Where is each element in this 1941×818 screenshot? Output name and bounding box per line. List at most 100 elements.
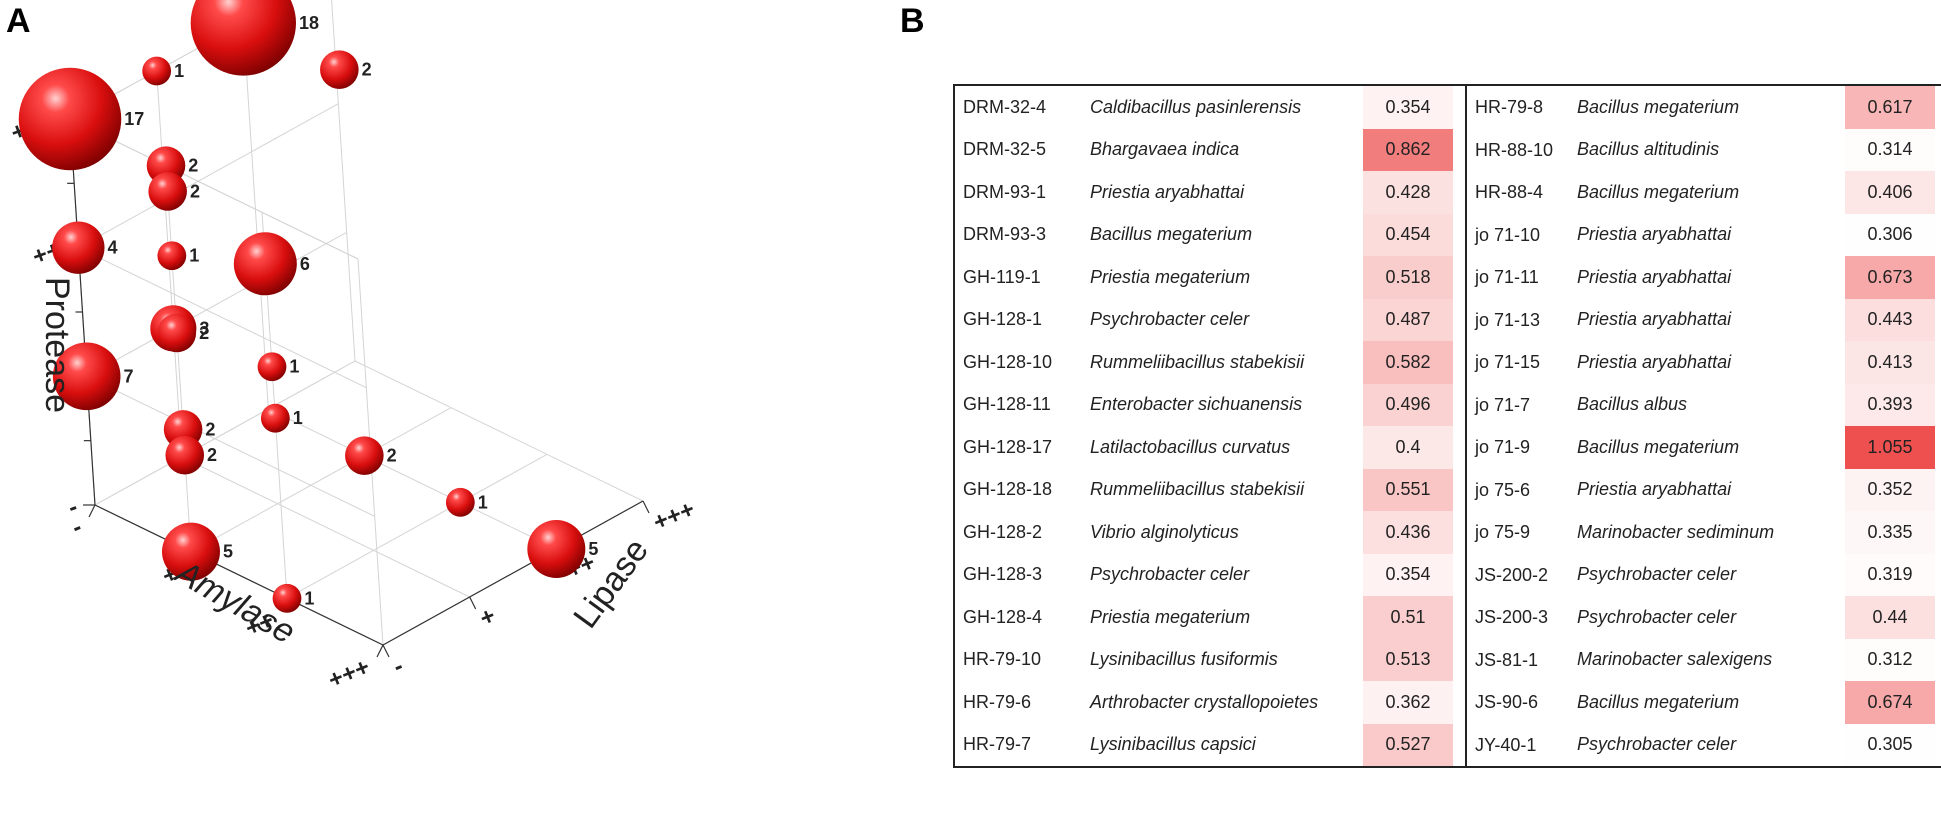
bubble-count-label: 1 — [293, 408, 303, 428]
box-edge — [69, 118, 359, 260]
table-row: DRM-93-3 Bacillus megaterium 0.454 — [955, 213, 1465, 256]
axis-line-lipase — [382, 500, 644, 646]
bubble-count-label: 2 — [199, 323, 209, 343]
bubble-count-label: 2 — [190, 181, 200, 201]
gridline — [78, 103, 339, 249]
species-cell: Bacillus albus — [1577, 394, 1688, 415]
bubble-point — [445, 487, 475, 517]
value-cell: 0.362 — [1363, 681, 1453, 724]
table-row: JS-200-2 Psychrobacter celer 0.319 — [1467, 553, 1941, 596]
isolate-id-cell: GH-128-11 — [963, 394, 1051, 415]
isolate-id-cell: jo 71-13 — [1475, 309, 1541, 330]
bubble-count-label: 4 — [108, 238, 118, 258]
isolate-id-cell: HR-79-8 — [1475, 97, 1544, 118]
species-cell: Priestia megaterium — [1090, 266, 1251, 287]
isolate-id-cell: HR-79-10 — [963, 649, 1042, 670]
isolate-id-cell: HR-79-6 — [963, 691, 1032, 712]
isolate-id-cell: DRM-32-4 — [963, 96, 1047, 117]
tick-mark — [642, 500, 650, 514]
species-cell: Priestia aryabhattai — [1577, 309, 1732, 330]
species-cell: Bacillus megaterium — [1090, 224, 1253, 245]
table-left-half: DRM-32-4 Caldibacillus pasinlerensis 0.354… — [955, 86, 1467, 766]
value-cell: 0.436 — [1363, 511, 1453, 554]
bubble-count-label: 2 — [205, 419, 215, 439]
bubble-point — [527, 520, 586, 578]
bubble-chart-3d: -++++++-++++++-++++++ 181776554322222221… — [7, 0, 699, 694]
panel-label-a: A — [6, 2, 31, 40]
isolate-id-cell: JS-200-2 — [1475, 564, 1549, 585]
bubble-count-label: 1 — [304, 588, 314, 608]
value-cell: 0.4 — [1363, 426, 1453, 469]
species-cell: Rummeliibacillus stabekisii — [1090, 479, 1305, 500]
isolate-id-cell: GH-128-2 — [963, 521, 1043, 542]
bubble-count-label: 5 — [223, 542, 233, 562]
species-cell: Marinobacter sediminum — [1577, 521, 1775, 542]
bubble-point — [190, 0, 296, 76]
isolate-id-cell: jo 71-10 — [1475, 224, 1541, 245]
value-cell: 0.513 — [1363, 638, 1453, 681]
species-cell: Priestia megaterium — [1090, 606, 1251, 627]
bubble-count-label: 18 — [299, 13, 319, 33]
axis-line-amylase — [94, 504, 384, 646]
species-cell: Bacillus megaterium — [1577, 691, 1740, 712]
bubble-count-label: 2 — [387, 446, 397, 466]
bubble-count-label: 1 — [478, 492, 488, 512]
value-cell: 0.314 — [1845, 128, 1935, 171]
bubble-point — [142, 56, 172, 86]
species-cell: Priestia aryabhattai — [1577, 479, 1732, 500]
panel-label-b: B — [900, 2, 925, 40]
bubble-point — [148, 172, 187, 211]
isolate-id-cell: jo 71-9 — [1475, 437, 1531, 458]
table-row: jo 71-13 Priestia aryabhattai 0.443 — [1467, 298, 1941, 341]
table-row: GH-128-18 Rummeliibacillus stabekisii 0.55… — [955, 468, 1465, 511]
value-cell: 0.44 — [1845, 596, 1935, 639]
table-row: jo 75-6 Priestia aryabhattai 0.352 — [1467, 468, 1941, 511]
gridline — [181, 456, 470, 598]
value-cell: 1.055 — [1845, 426, 1935, 469]
table-row: HR-79-6 Arthrobacter crystallopoietes 0.36… — [955, 681, 1465, 724]
species-cell: Psychrobacter celer — [1577, 734, 1737, 755]
table-row: DRM-32-4 Caldibacillus pasinlerensis 0.354 — [955, 86, 1465, 129]
bubble-count-label: 3 — [199, 318, 209, 338]
value-cell: 0.312 — [1845, 638, 1935, 681]
isolate-id-cell: HR-88-4 — [1475, 182, 1544, 203]
value-cell: 0.319 — [1845, 553, 1935, 596]
value-cell: 0.393 — [1845, 383, 1935, 426]
isolate-id-cell: jo 75-6 — [1475, 479, 1531, 500]
bubble-point — [52, 342, 121, 411]
isolate-id-cell: JS-200-3 — [1475, 607, 1549, 628]
table-row: GH-128-4 Priestia megaterium 0.51 — [955, 596, 1465, 639]
bubble-count-label: 17 — [124, 109, 144, 129]
gridline — [86, 231, 347, 377]
table-row: HR-88-10 Bacillus altitudinis 0.314 — [1467, 128, 1941, 171]
value-cell: 0.862 — [1363, 128, 1453, 171]
bubble-count-label: 6 — [300, 254, 310, 274]
species-cell: Bacillus megaterium — [1577, 96, 1740, 117]
bubble-count-label: 2 — [188, 156, 198, 176]
value-cell: 0.354 — [1363, 553, 1453, 596]
value-cell: 0.306 — [1845, 213, 1935, 256]
table-row: GH-128-17 Latilactobacillus curvatus 0.4 — [955, 426, 1465, 469]
bubble-count-label: 1 — [174, 61, 184, 81]
isolate-id-cell: jo 71-15 — [1475, 352, 1541, 373]
value-cell: 0.335 — [1845, 511, 1935, 554]
bubble-point — [165, 435, 205, 475]
value-cell: 0.673 — [1845, 256, 1935, 299]
species-cell: Bhargavaea indica — [1090, 139, 1240, 160]
bubble-point — [260, 403, 290, 433]
isolate-id-cell: GH-119-1 — [963, 266, 1041, 287]
bubble-point — [157, 241, 187, 271]
table-row: JS-200-3 Psychrobacter celer 0.44 — [1467, 596, 1941, 639]
value-cell: 0.496 — [1363, 383, 1453, 426]
value-cell: 0.428 — [1363, 171, 1453, 214]
species-cell: Rummeliibacillus stabekisii — [1090, 351, 1305, 372]
value-cell: 0.354 — [1363, 86, 1453, 129]
value-cell: 0.352 — [1845, 468, 1935, 511]
table-row: DRM-32-5 Bhargavaea indica 0.862 — [955, 128, 1465, 171]
value-cell: 0.443 — [1845, 298, 1935, 341]
gridline — [190, 407, 452, 553]
species-cell: Enterobacter sichuanensis — [1090, 394, 1303, 415]
bubble-count-label: 2 — [362, 60, 372, 80]
gridline — [78, 247, 367, 389]
table-row: jo 75-9 Marinobacter sediminum 0.335 — [1467, 511, 1941, 554]
